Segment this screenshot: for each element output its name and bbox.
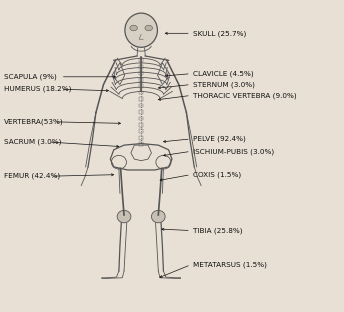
Text: THORACIC VERTEBRA (9.0%): THORACIC VERTEBRA (9.0%): [193, 92, 296, 99]
Text: ISCHIUM-PUBIS (3.0%): ISCHIUM-PUBIS (3.0%): [193, 148, 274, 154]
Text: VERTEBRA(53%): VERTEBRA(53%): [4, 119, 64, 125]
Text: METATARSUS (1.5%): METATARSUS (1.5%): [193, 261, 267, 268]
Text: FEMUR (42.4%): FEMUR (42.4%): [4, 173, 60, 179]
Text: SKULL (25.7%): SKULL (25.7%): [193, 30, 246, 37]
Ellipse shape: [130, 25, 137, 31]
Circle shape: [151, 210, 165, 223]
Text: SACRUM (3.0%): SACRUM (3.0%): [4, 139, 62, 145]
Text: CLAVICLE (4.5%): CLAVICLE (4.5%): [193, 71, 253, 77]
Text: HUMERUS (18.2%): HUMERUS (18.2%): [4, 86, 72, 92]
Text: PELVE (92.4%): PELVE (92.4%): [193, 136, 245, 142]
Text: SCAPULA (9%): SCAPULA (9%): [4, 74, 57, 80]
Text: COXIS (1.5%): COXIS (1.5%): [193, 171, 241, 178]
Ellipse shape: [125, 13, 158, 47]
Text: STERNUM (3.0%): STERNUM (3.0%): [193, 81, 255, 88]
Circle shape: [117, 210, 131, 223]
Ellipse shape: [145, 25, 152, 31]
Text: TIBIA (25.8%): TIBIA (25.8%): [193, 227, 242, 234]
